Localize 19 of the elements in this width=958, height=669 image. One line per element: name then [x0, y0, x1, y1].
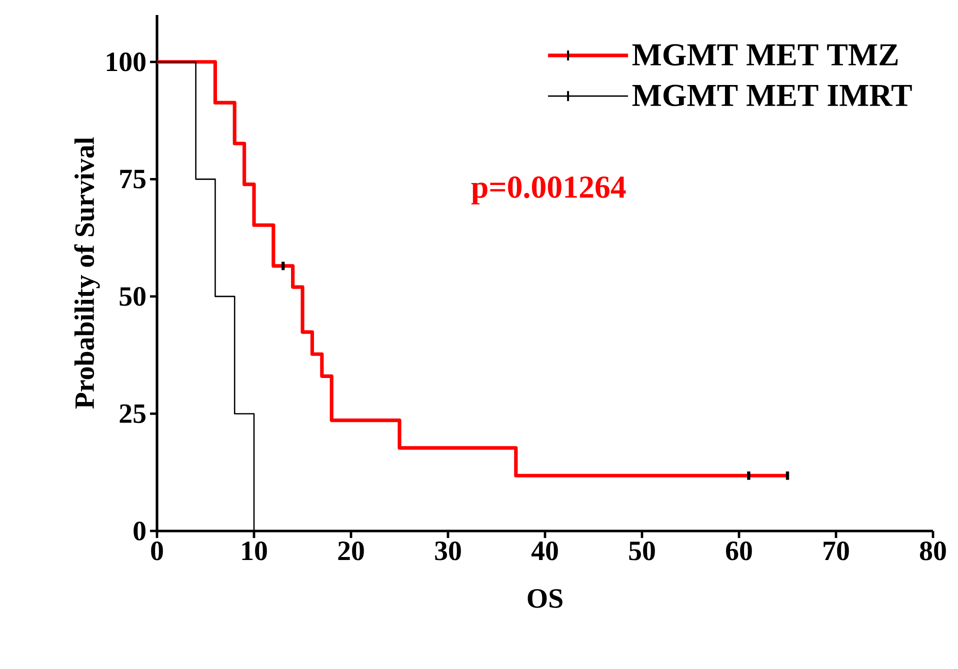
y-tick-label: 100 [106, 52, 146, 72]
x-tick-label: 40 [531, 541, 558, 560]
y-tick-label: 0 [134, 522, 146, 540]
x-tick-label: 70 [824, 541, 849, 560]
x-tick-label: 10 [242, 541, 267, 560]
legend-label: MGMT MET TMZ [632, 44, 898, 66]
y-tick-label: 25 [120, 404, 146, 424]
annotation: p=0.001264 [471, 176, 626, 204]
y-tick-label: 50 [120, 287, 146, 306]
x-tick-label: 50 [629, 541, 655, 560]
x-tick-label: 30 [435, 541, 461, 560]
x-tick-label: 0 [151, 541, 163, 560]
y-tick-label: 75 [120, 170, 146, 188]
x-tick-label: 20 [338, 541, 364, 560]
legend-label: MGMT MET IMRT [632, 84, 912, 106]
x-tick-label: 80 [920, 541, 946, 560]
x-tick-label: 60 [726, 541, 752, 560]
y-axis-title: Probability of Survival [74, 137, 100, 409]
x-axis-title: OS [528, 589, 562, 608]
